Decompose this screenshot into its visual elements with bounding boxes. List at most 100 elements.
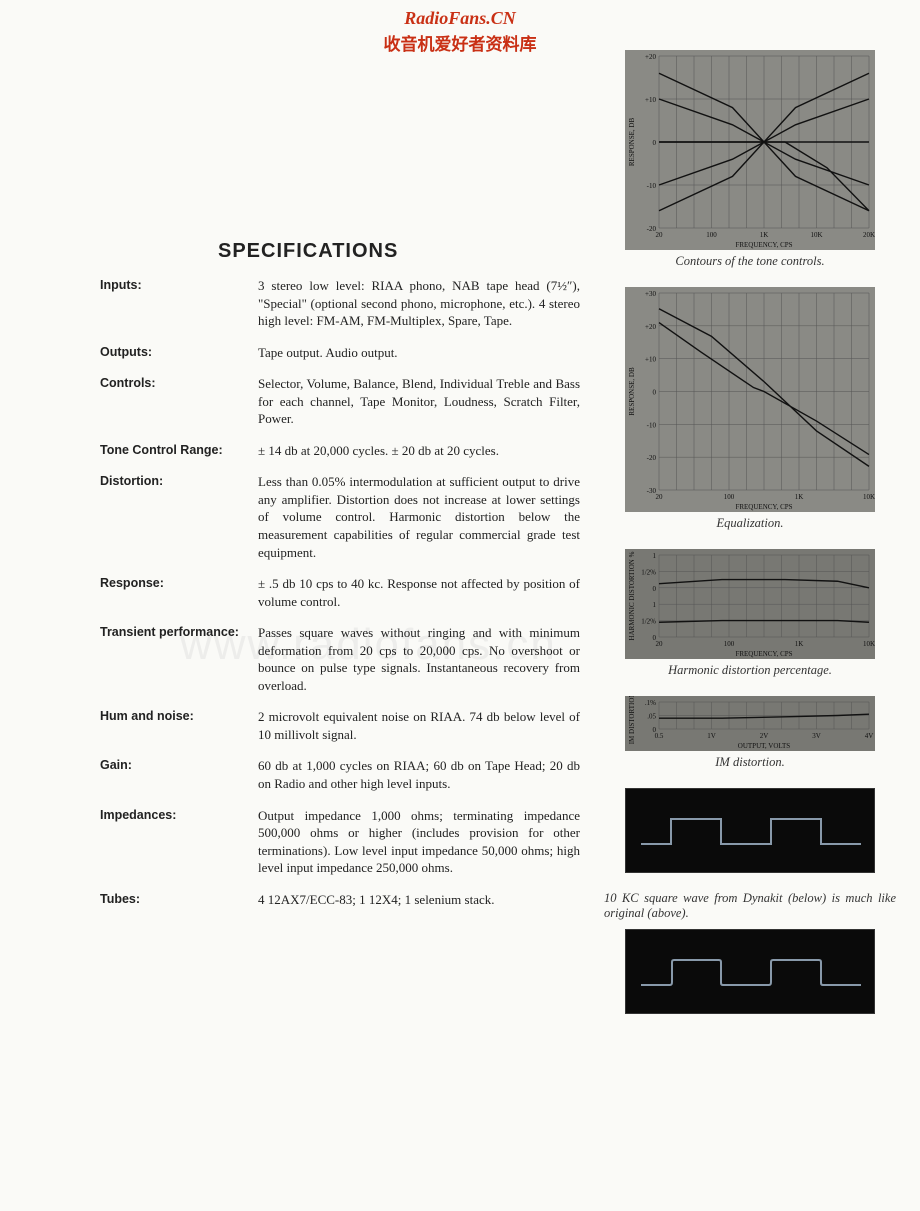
oscilloscope-original — [625, 788, 875, 873]
svg-text:100: 100 — [706, 231, 717, 239]
spec-value: ± 14 db at 20,000 cycles. ± 20 db at 20 … — [258, 442, 580, 460]
scope-block-2 — [600, 929, 900, 1014]
spec-value: Tape output. Audio output. — [258, 344, 580, 362]
svg-text:1: 1 — [653, 552, 657, 560]
svg-text:1V: 1V — [707, 732, 716, 740]
svg-text:.05: .05 — [647, 713, 656, 721]
spec-value: Selector, Volume, Balance, Blend, Indivi… — [258, 375, 580, 428]
svg-text:IM DISTORTION%: IM DISTORTION% — [628, 696, 636, 744]
svg-text:FREQUENCY, CPS: FREQUENCY, CPS — [735, 503, 792, 511]
svg-text:10K: 10K — [863, 640, 875, 648]
svg-text:HARMONIC DISTORTION %: HARMONIC DISTORTION % — [628, 551, 636, 640]
spec-label: Transient performance: — [100, 624, 258, 694]
chart-svg: +20+100-10-20201001K10K20KFREQUENCY, CPS… — [625, 50, 875, 250]
svg-text:+20: +20 — [645, 53, 656, 61]
spec-value: 2 microvolt equivalent noise on RIAA. 74… — [258, 708, 580, 743]
chart-block: 11/2%011/2%0201001K10KFREQUENCY, CPSHARM… — [600, 549, 900, 678]
svg-text:+10: +10 — [645, 356, 656, 364]
spec-value: 60 db at 1,000 cycles on RIAA; 60 db on … — [258, 757, 580, 792]
spec-label: Inputs: — [100, 277, 258, 330]
spec-label: Outputs: — [100, 344, 258, 362]
svg-text:1K: 1K — [760, 231, 769, 239]
specifications-list: Inputs:3 stereo low level: RIAA phono, N… — [100, 277, 580, 908]
svg-text:10K: 10K — [810, 231, 822, 239]
svg-text:100: 100 — [724, 493, 735, 501]
spec-row: Response:± .5 db 10 cps to 40 kc. Respon… — [100, 575, 580, 610]
svg-text:1/2%: 1/2% — [641, 618, 656, 626]
spec-label: Tubes: — [100, 891, 258, 909]
oscilloscope-dynakit — [625, 929, 875, 1014]
svg-text:0: 0 — [653, 389, 657, 397]
svg-text:OUTPUT, VOLTS: OUTPUT, VOLTS — [738, 742, 790, 750]
main-content: SPECIFICATIONS Inputs:3 stereo low level… — [0, 50, 920, 1210]
spec-label: Controls: — [100, 375, 258, 428]
charts-column: +20+100-10-20201001K10K20KFREQUENCY, CPS… — [600, 50, 900, 1210]
svg-text:10K: 10K — [863, 493, 875, 501]
svg-text:1K: 1K — [795, 640, 804, 648]
spec-row: Inputs:3 stereo low level: RIAA phono, N… — [100, 277, 580, 330]
spec-row: Impedances:Output impedance 1,000 ohms; … — [100, 807, 580, 877]
svg-text:+10: +10 — [645, 96, 656, 104]
spec-row: Gain:60 db at 1,000 cycles on RIAA; 60 d… — [100, 757, 580, 792]
svg-text:1/2%: 1/2% — [641, 568, 656, 576]
svg-text:4V: 4V — [865, 732, 874, 740]
spec-value: 4 12AX7/ECC-83; 1 12X4; 1 selenium stack… — [258, 891, 580, 909]
chart-caption: Harmonic distortion percentage. — [600, 663, 900, 678]
svg-text:FREQUENCY, CPS: FREQUENCY, CPS — [735, 241, 792, 249]
spec-label: Tone Control Range: — [100, 442, 258, 460]
spec-label: Response: — [100, 575, 258, 610]
chart-caption: Contours of the tone controls. — [600, 254, 900, 269]
spec-row: Tubes:4 12AX7/ECC-83; 1 12X4; 1 selenium… — [100, 891, 580, 909]
specifications-column: SPECIFICATIONS Inputs:3 stereo low level… — [0, 50, 600, 1210]
svg-text:20K: 20K — [863, 231, 875, 239]
svg-text:1: 1 — [653, 601, 657, 609]
spec-row: Distortion:Less than 0.05% intermodulati… — [100, 473, 580, 561]
spec-value: ± .5 db 10 cps to 40 kc. Response not af… — [258, 575, 580, 610]
watermark-site: RadioFans.CN — [0, 8, 920, 29]
spec-value: Less than 0.05% intermodulation at suffi… — [258, 473, 580, 561]
chart-svg: 11/2%011/2%0201001K10KFREQUENCY, CPSHARM… — [625, 549, 875, 659]
svg-text:RESPONSE, DB: RESPONSE, DB — [628, 367, 636, 416]
svg-text:RESPONSE, DB: RESPONSE, DB — [628, 118, 636, 167]
spec-row: Outputs:Tape output. Audio output. — [100, 344, 580, 362]
specifications-heading: SPECIFICATIONS — [218, 240, 580, 263]
chart-svg: .1%.0500.51V2V3V4VOUTPUT, VOLTSIM DISTOR… — [625, 696, 875, 751]
svg-text:.1%: .1% — [645, 699, 656, 707]
spec-value: 3 stereo low level: RIAA phono, NAB tape… — [258, 277, 580, 330]
svg-text:-10: -10 — [647, 182, 657, 190]
svg-text:1K: 1K — [795, 493, 804, 501]
chart-block: +20+100-10-20201001K10K20KFREQUENCY, CPS… — [600, 50, 900, 269]
svg-text:20: 20 — [656, 231, 664, 239]
svg-text:20: 20 — [656, 640, 664, 648]
spec-label: Gain: — [100, 757, 258, 792]
svg-text:FREQUENCY, CPS: FREQUENCY, CPS — [735, 650, 792, 658]
svg-text:2V: 2V — [760, 732, 769, 740]
spec-label: Impedances: — [100, 807, 258, 877]
chart-svg: +30+20+100-10-20-30201001K10KFREQUENCY, … — [625, 287, 875, 512]
svg-text:0.5: 0.5 — [655, 732, 664, 740]
scope-caption: 10 KC square wave from Dynakit (below) i… — [600, 891, 900, 921]
svg-text:+30: +30 — [645, 290, 656, 298]
charts-container: +20+100-10-20201001K10K20KFREQUENCY, CPS… — [600, 50, 900, 770]
chart-caption: IM distortion. — [600, 755, 900, 770]
spec-label: Hum and noise: — [100, 708, 258, 743]
svg-text:20: 20 — [656, 493, 664, 501]
svg-text:-20: -20 — [647, 454, 657, 462]
spec-value: Passes square waves without ringing and … — [258, 624, 580, 694]
chart-caption: Equalization. — [600, 516, 900, 531]
spec-row: Tone Control Range:± 14 db at 20,000 cyc… — [100, 442, 580, 460]
spec-value: Output impedance 1,000 ohms; terminating… — [258, 807, 580, 877]
chart-block: +30+20+100-10-20-30201001K10KFREQUENCY, … — [600, 287, 900, 531]
svg-text:-10: -10 — [647, 421, 657, 429]
spec-row: Controls:Selector, Volume, Balance, Blen… — [100, 375, 580, 428]
spec-row: Hum and noise:2 microvolt equivalent noi… — [100, 708, 580, 743]
svg-text:100: 100 — [724, 640, 735, 648]
svg-text:+20: +20 — [645, 323, 656, 331]
svg-text:3V: 3V — [812, 732, 821, 740]
chart-block: .1%.0500.51V2V3V4VOUTPUT, VOLTSIM DISTOR… — [600, 696, 900, 770]
svg-text:0: 0 — [653, 139, 657, 147]
scope-block-1 — [600, 788, 900, 873]
spec-row: Transient performance:Passes square wave… — [100, 624, 580, 694]
svg-text:0: 0 — [653, 585, 657, 593]
spec-label: Distortion: — [100, 473, 258, 561]
